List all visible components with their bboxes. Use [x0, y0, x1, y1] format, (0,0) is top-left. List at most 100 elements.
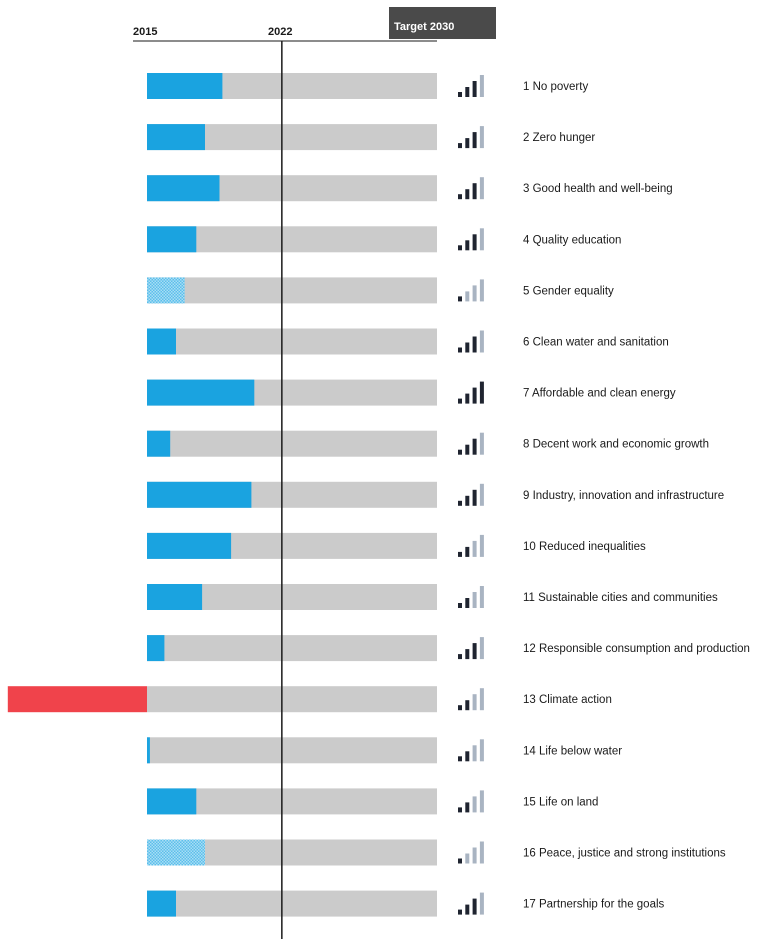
goal-label: 14 Life below water: [523, 745, 622, 757]
goal-label: 8 Decent work and economic growth: [523, 439, 709, 451]
progress-bar: [147, 481, 252, 508]
signal-bar: [479, 534, 484, 557]
progress-bar: [147, 839, 205, 866]
signal-strength-icon: [458, 688, 484, 711]
signal-bar: [458, 347, 462, 353]
signal-bar: [465, 904, 470, 915]
signal-strength-icon: [458, 75, 484, 97]
bar-track: [147, 890, 437, 917]
signal-bar: [479, 228, 484, 251]
chart-row: 9 Industry, innovation and infrastructur…: [147, 481, 724, 508]
signal-strength-icon: [458, 790, 484, 813]
progress-bar: [147, 584, 203, 610]
bar-track: [147, 686, 437, 713]
signal-strength-icon: [458, 483, 484, 506]
bar-track: [147, 430, 437, 457]
signal-bar: [472, 694, 477, 711]
signal-strength-icon: [458, 432, 484, 455]
signal-bar: [479, 381, 484, 404]
goal-label: 17 Partnership for the goals: [523, 899, 665, 911]
signal-bar: [458, 449, 462, 455]
progress-bar: [147, 737, 150, 764]
chart-row: 6 Clean water and sanitation: [147, 328, 669, 355]
signal-bar: [479, 790, 484, 813]
signal-bar: [479, 330, 484, 353]
signal-bar: [472, 592, 477, 608]
goal-label: 10 Reduced inequalities: [523, 541, 646, 553]
signal-bar: [472, 847, 477, 864]
signal-bar: [479, 637, 484, 660]
signal-bar: [458, 551, 462, 557]
signal-strength-icon: [458, 534, 484, 557]
signal-bar: [472, 489, 477, 506]
signal-bar: [472, 183, 477, 200]
chart-row: 13 Climate action: [7, 686, 612, 713]
signal-strength-icon: [458, 892, 484, 915]
signal-bar: [479, 279, 484, 302]
regress-bar: [7, 686, 147, 713]
goal-label: 3 Good health and well-being: [523, 183, 673, 195]
signal-bar: [458, 909, 462, 915]
signal-bar: [458, 858, 462, 864]
signal-bar: [458, 603, 462, 608]
bar-track: [147, 277, 437, 304]
goal-label: 2 Zero hunger: [523, 132, 595, 144]
signal-bar: [479, 177, 484, 200]
signal-bar: [472, 132, 477, 149]
signal-bar: [458, 807, 462, 813]
progress-bar: [147, 175, 220, 202]
signal-strength-icon: [458, 381, 484, 404]
chart-row: 16 Peace, justice and strong institution…: [147, 839, 726, 866]
signal-bar: [458, 654, 462, 660]
goal-label: 15 Life on land: [523, 796, 598, 808]
signal-bar: [458, 705, 462, 711]
signal-bar: [465, 189, 470, 200]
signal-bar: [458, 500, 462, 506]
signal-bar: [465, 291, 470, 302]
signal-bar: [479, 75, 484, 97]
signal-bar: [465, 751, 470, 762]
progress-bar: [147, 277, 185, 304]
goal-label: 6 Clean water and sanitation: [523, 337, 669, 349]
chart-row: 7 Affordable and clean energy: [147, 379, 676, 406]
chart-row: 1 No poverty: [147, 73, 588, 99]
signal-bar: [465, 853, 470, 864]
progress-bar: [147, 73, 223, 99]
signal-strength-icon: [458, 126, 484, 149]
chart-row: 5 Gender equality: [147, 277, 614, 304]
signal-strength-icon: [458, 330, 484, 353]
goal-label: 1 No poverty: [523, 81, 588, 93]
signal-strength-icon: [458, 841, 484, 864]
signal-strength-icon: [458, 177, 484, 200]
progress-bar: [147, 430, 171, 457]
goal-label: 9 Industry, innovation and infrastructur…: [523, 490, 724, 502]
signal-bar: [465, 393, 470, 404]
progress-bar: [147, 379, 255, 406]
goal-label: 12 Responsible consumption and productio…: [523, 643, 750, 655]
axis-label-2022: 2022: [268, 26, 292, 38]
signal-bar: [479, 688, 484, 711]
signal-bar: [479, 483, 484, 506]
signal-strength-icon: [458, 637, 484, 660]
signal-bar: [472, 285, 477, 302]
signal-bar: [465, 444, 470, 455]
signal-bar: [472, 898, 477, 915]
signal-bar: [472, 81, 477, 97]
signal-bar: [479, 739, 484, 762]
progress-bar: [147, 890, 176, 917]
signal-bar: [465, 495, 470, 506]
progress-bar: [147, 635, 165, 662]
chart-row: 15 Life on land: [147, 788, 598, 815]
goal-label: 13 Climate action: [523, 694, 612, 706]
signal-bar: [472, 234, 477, 251]
progress-bar: [147, 328, 176, 355]
signal-bar: [465, 546, 470, 557]
signal-strength-icon: [458, 739, 484, 762]
signal-bar: [465, 240, 470, 251]
chart-row: 8 Decent work and economic growth: [147, 430, 709, 457]
signal-bar: [472, 387, 477, 404]
chart-row: 14 Life below water: [147, 737, 622, 764]
signal-bar: [465, 700, 470, 711]
chart-rows: 1 No poverty 2 Zero hunger 3 Good health a…: [7, 73, 750, 917]
